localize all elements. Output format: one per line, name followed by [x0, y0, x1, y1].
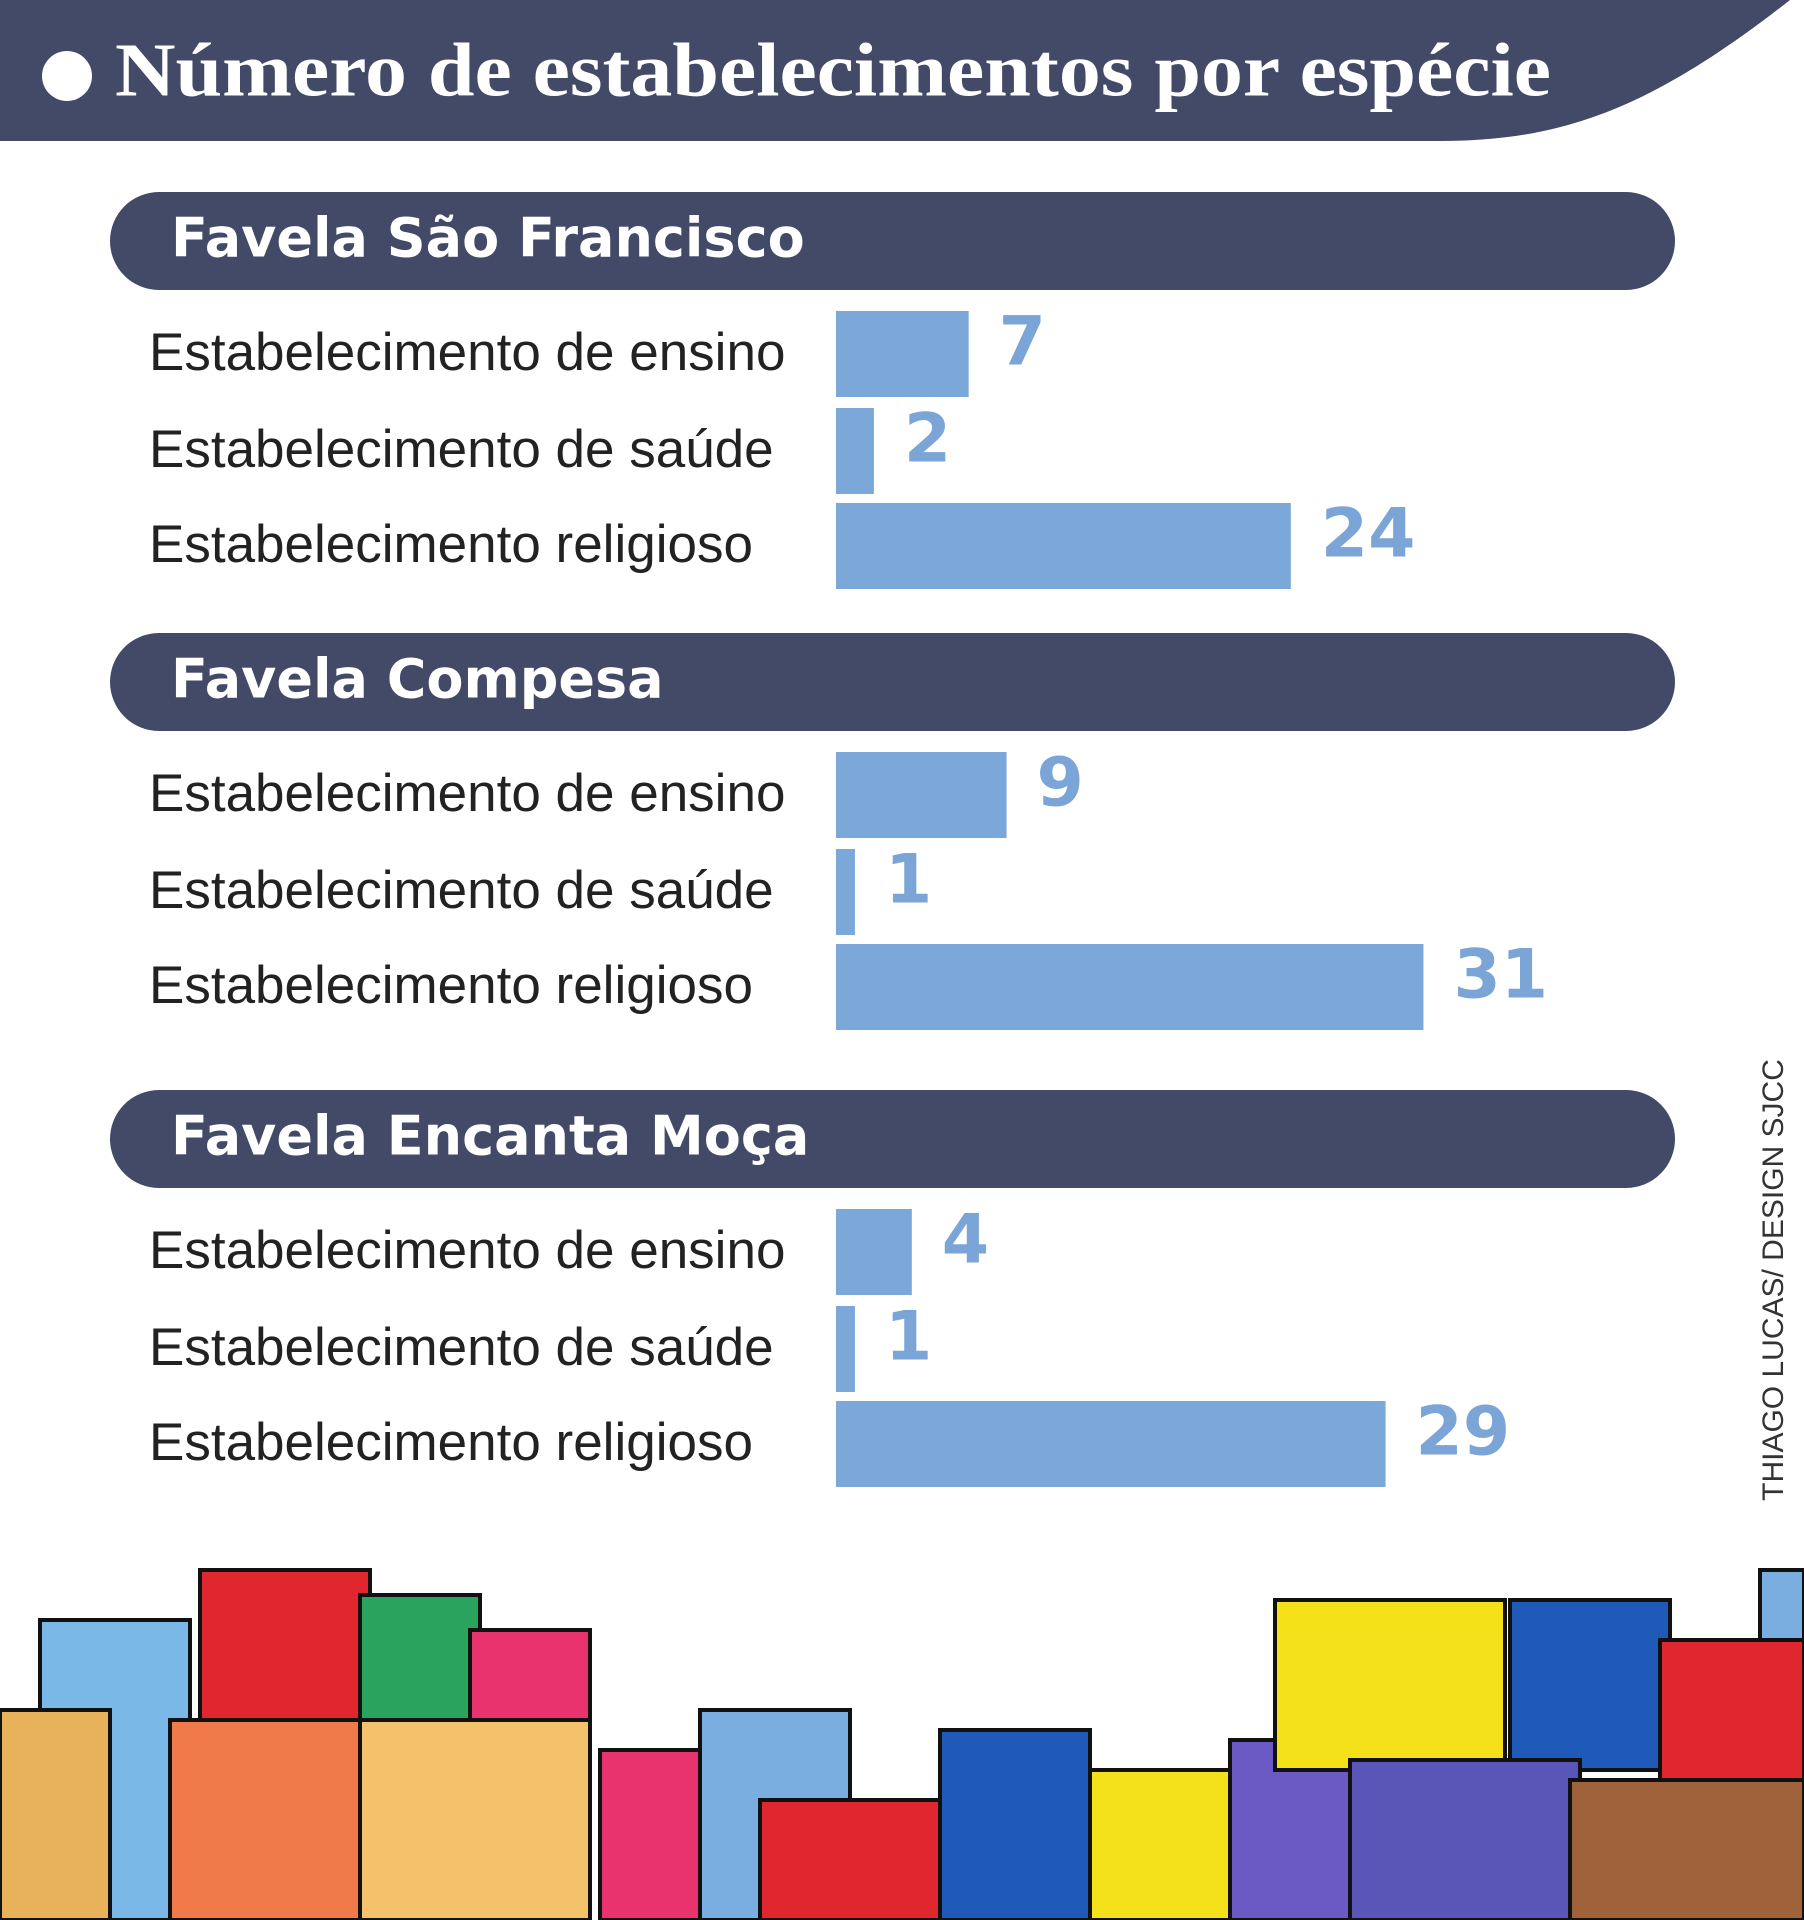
value-label: 29 [1416, 1393, 1511, 1472]
category-label: Estabelecimento de ensino [149, 1221, 785, 1280]
category-label: Estabelecimento de saúde [149, 1318, 774, 1377]
house [938, 1728, 1092, 1920]
bullet [42, 51, 92, 101]
house [1658, 1638, 1804, 1792]
house [1348, 1758, 1582, 1920]
bar [836, 1401, 1386, 1487]
bar [836, 408, 874, 494]
house [598, 1748, 712, 1920]
value-label: 31 [1453, 936, 1548, 1015]
house [0, 1708, 112, 1920]
category-label: Estabelecimento de saúde [149, 420, 774, 479]
value-label: 9 [1037, 744, 1084, 823]
value-label: 7 [999, 303, 1046, 382]
house [1088, 1768, 1232, 1920]
bar [836, 311, 969, 397]
credit: THIAGO LUCAS/ DESIGN SJCC [1757, 1059, 1790, 1501]
value-label: 1 [885, 1298, 932, 1377]
section-title: Favela Compesa [171, 648, 664, 711]
value-label: 24 [1321, 495, 1416, 574]
house [358, 1718, 592, 1920]
section-header [110, 192, 1675, 290]
house [1273, 1598, 1507, 1772]
section-title: Favela São Francisco [171, 207, 805, 270]
value-label: 1 [885, 841, 932, 920]
section-title: Favela Encanta Moça [171, 1105, 809, 1168]
category-label: Estabelecimento de saúde [149, 861, 774, 920]
category-label: Estabelecimento de ensino [149, 764, 785, 823]
title: Número de estabelecimentos por espécie [115, 28, 1551, 112]
house [1758, 1568, 1804, 1642]
bar [836, 752, 1007, 838]
header-band [0, 0, 1790, 141]
bar [836, 944, 1424, 1030]
bar [836, 849, 855, 935]
category-label: Estabelecimento religioso [149, 1413, 753, 1472]
bar [836, 503, 1291, 589]
house [1568, 1778, 1804, 1920]
value-label: 4 [942, 1201, 989, 1280]
value-label: 2 [904, 400, 951, 479]
bar [836, 1306, 855, 1392]
category-label: Estabelecimento de ensino [149, 323, 785, 382]
category-label: Estabelecimento religioso [149, 956, 753, 1015]
illustration [0, 1568, 1804, 1920]
bar [836, 1209, 912, 1295]
house [758, 1798, 942, 1920]
section-header [110, 1090, 1675, 1188]
section-header [110, 633, 1675, 731]
house [1508, 1598, 1672, 1772]
category-label: Estabelecimento religioso [149, 515, 753, 574]
house [168, 1718, 362, 1920]
